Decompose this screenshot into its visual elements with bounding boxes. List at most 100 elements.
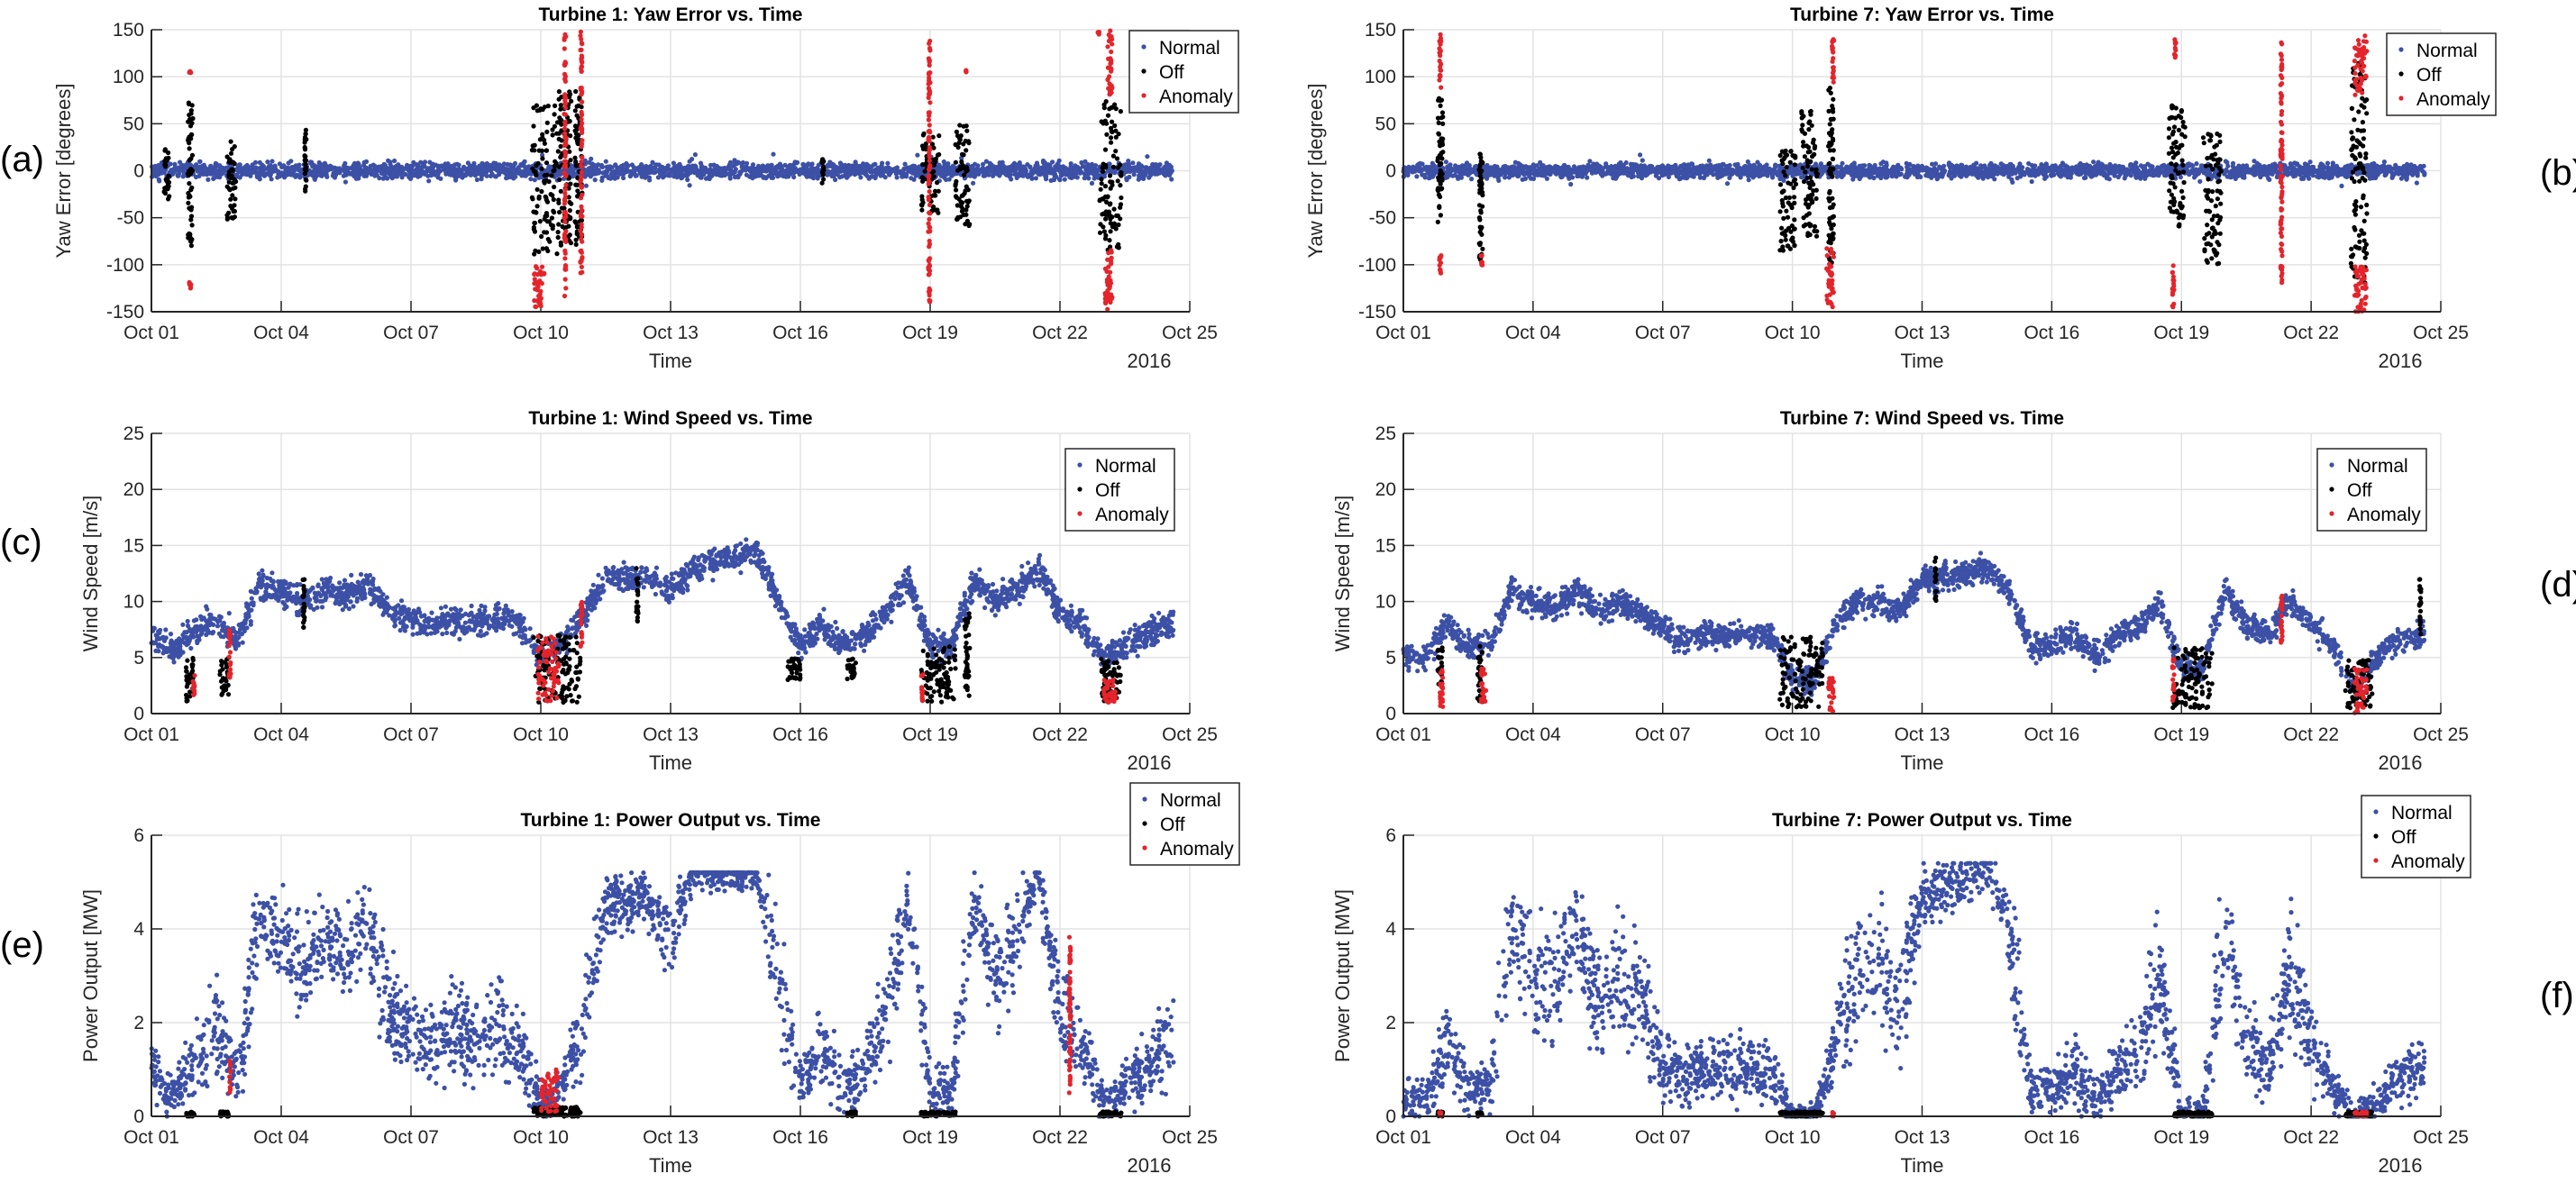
normal-point (399, 165, 405, 170)
normal-point (261, 173, 267, 178)
off-point (961, 141, 966, 147)
normal-point (265, 159, 270, 165)
off-point (535, 160, 541, 166)
off-point (1115, 178, 1120, 184)
legend-entry-anomaly: Anomaly (1159, 86, 1233, 107)
normal-point (498, 168, 504, 175)
normal-point (479, 163, 484, 168)
normal-point (627, 173, 634, 179)
normal-point (289, 167, 295, 172)
normal-point (252, 159, 259, 165)
off-point (572, 108, 578, 114)
off-point (227, 159, 233, 164)
legend-marker-normal (1141, 44, 1146, 50)
off-point (544, 148, 550, 153)
off-point (558, 188, 563, 194)
normal-point (2096, 159, 2101, 165)
normal-point (172, 161, 178, 167)
normal-point (471, 160, 477, 166)
normal-point (773, 170, 780, 176)
anomaly-point (579, 109, 584, 115)
off-point (1105, 113, 1111, 118)
y-tick-label: 50 (1375, 114, 1396, 134)
off-point (567, 208, 572, 214)
x-tick-label: Oct 16 (2023, 323, 2079, 343)
off-point (540, 156, 545, 161)
normal-point (1746, 177, 1751, 183)
normal-point (427, 159, 433, 165)
anomaly-point (927, 189, 932, 195)
normal-point (1036, 167, 1041, 172)
normal-point (864, 166, 870, 171)
normal-point (1112, 170, 1118, 176)
normal-point (856, 166, 862, 171)
normal-point (944, 171, 949, 177)
off-point (1098, 222, 1103, 227)
off-point (568, 158, 573, 163)
normal-point (621, 175, 626, 181)
off-point (920, 162, 926, 168)
normal-point (389, 165, 395, 171)
normal-point (1084, 175, 1091, 180)
anomaly-point (580, 184, 585, 189)
off-point (953, 159, 958, 165)
normal-point (1028, 164, 1033, 169)
off-point (573, 88, 579, 95)
off-point (546, 178, 552, 185)
normal-point (1004, 165, 1009, 170)
normal-point (466, 165, 472, 170)
anomaly-point (562, 126, 568, 132)
normal-point (443, 171, 449, 177)
anomaly-point (1104, 279, 1110, 285)
off-point (1118, 162, 1123, 168)
normal-point (392, 158, 397, 164)
off-point (1104, 199, 1110, 205)
normal-point (699, 163, 705, 168)
off-point (542, 137, 547, 143)
normal-point (872, 161, 878, 167)
off-point (919, 175, 925, 180)
off-point (233, 196, 238, 202)
off-point (552, 112, 557, 117)
normal-point (532, 177, 537, 183)
anomaly-point (562, 46, 567, 51)
normal-point (834, 171, 839, 177)
off-point (532, 229, 538, 234)
normal-point (907, 168, 912, 174)
data-points (150, 28, 1174, 312)
off-point (935, 180, 940, 186)
normal-point (352, 173, 357, 179)
off-point (573, 163, 580, 168)
normal-point (1136, 177, 1141, 182)
off-point (539, 233, 544, 240)
normal-point (282, 165, 288, 170)
normal-point (2197, 178, 2203, 184)
normal-point (970, 164, 975, 169)
off-point (531, 123, 536, 129)
off-point (544, 129, 550, 134)
off-point (536, 194, 542, 199)
off-point (1119, 173, 1124, 178)
normal-point (1169, 177, 1174, 182)
off-point (1102, 184, 1109, 189)
normal-point (1585, 175, 1590, 180)
y-tick-label: 100 (113, 67, 144, 87)
off-point (187, 141, 192, 146)
x-tick-label: Oct 07 (383, 323, 439, 343)
anomaly-point (927, 164, 933, 169)
normal-point (1000, 159, 1005, 165)
anomaly-point (1110, 295, 1115, 300)
off-point (187, 101, 192, 107)
normal-point (418, 167, 425, 173)
off-point (931, 168, 936, 174)
normal-point (406, 168, 412, 174)
off-point (1099, 181, 1104, 187)
normal-point (902, 161, 908, 167)
off-point (188, 243, 194, 249)
x-tick-label: Oct 04 (1505, 323, 1561, 343)
normal-point (872, 168, 877, 173)
off-point (233, 178, 239, 185)
anomaly-point (1103, 299, 1109, 305)
anomaly-point (562, 154, 568, 159)
anomaly-point (580, 59, 585, 65)
